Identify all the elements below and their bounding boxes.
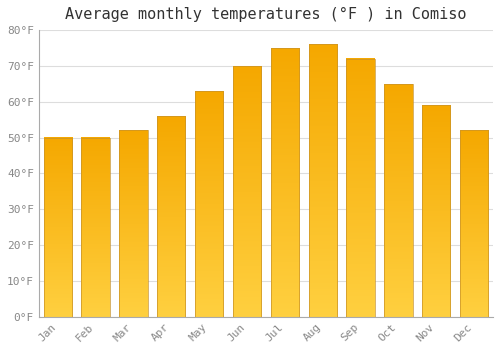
Bar (44, 138, 72, 317)
Bar (82, 138, 110, 317)
Bar (460, 131, 488, 317)
Bar (422, 105, 450, 317)
Bar (270, 48, 299, 317)
Title: Average monthly temperatures (°F ) in Comiso: Average monthly temperatures (°F ) in Co… (65, 7, 466, 22)
Bar (384, 84, 412, 317)
Bar (195, 91, 224, 317)
Bar (346, 59, 375, 317)
Bar (157, 116, 186, 317)
Bar (308, 44, 337, 317)
Bar (233, 66, 261, 317)
Bar (119, 131, 148, 317)
